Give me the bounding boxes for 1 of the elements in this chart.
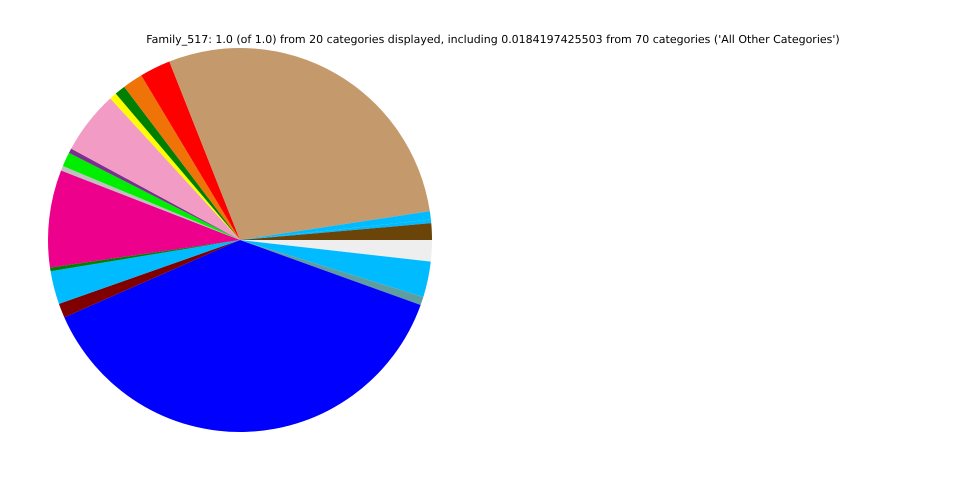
text: Family_517: 1.0 (of 1.0) from 20 categories displayed, including 0.0184197425503 from 70 categories ('All Other Categories') bbox=[146, 32, 840, 46]
